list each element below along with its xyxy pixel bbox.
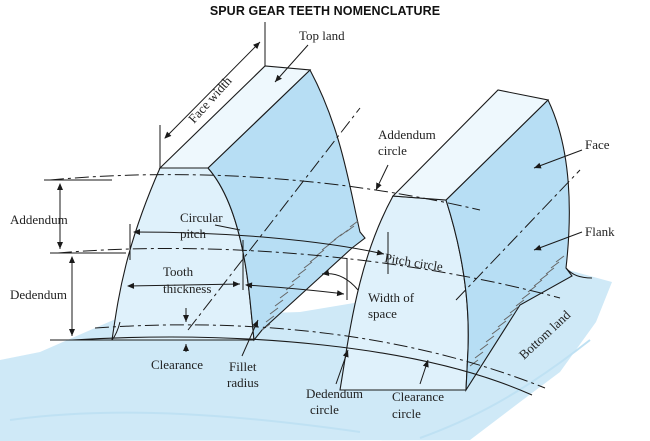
right-tooth-axis (455, 169, 581, 301)
face-width-dimension (159, 22, 266, 168)
right-tooth-root-curve (565, 267, 593, 279)
left-tooth-fillet (111, 321, 121, 341)
label-circular-pitch-1: Circular (180, 210, 223, 225)
label-dedendum-circle-1: Dedendum (306, 386, 363, 401)
label-addendum: Addendum (10, 212, 68, 227)
circular-pitch-leader (214, 224, 241, 231)
dedendum-circle-leader (335, 349, 349, 385)
diagram-title: SPUR GEAR TEETH NOMENCLATURE (209, 4, 441, 18)
fillet-radius-leader (241, 319, 259, 357)
label-width-of-space-1: Width of (368, 290, 415, 305)
label-face: Face (585, 137, 610, 152)
base-ripple-2 (419, 339, 591, 439)
label-dedendum-circle-2: circle (310, 402, 339, 417)
label-addendum-circle-1: Addendum (378, 127, 436, 142)
left-tooth-axis (187, 107, 361, 331)
label-dedendum: Dedendum (10, 287, 67, 302)
label-clearance-circle-2: circle (392, 406, 421, 421)
face-leader (533, 149, 583, 169)
top-land-leader (274, 44, 309, 83)
width-space-leader (321, 270, 359, 291)
label-tooth-thickness-2: thickness (163, 281, 211, 296)
label-fillet-radius-2: radius (227, 375, 259, 390)
dedendum-circle-line (71, 336, 533, 396)
pitch-circle-line (57, 247, 561, 299)
addendum-circle-line (49, 174, 481, 211)
clearance-circle-leader (419, 359, 429, 385)
label-circular-pitch-2: pitch (180, 226, 206, 241)
label-tooth-thickness-1: Tooth (163, 264, 194, 279)
pitch-dimensions (127, 224, 389, 300)
label-flank: Flank (585, 224, 615, 239)
leader-arrows (183, 44, 583, 385)
addendum-circle-leader (375, 164, 389, 191)
label-clearance-circle-1: Clearance (392, 389, 444, 404)
addendum-dedendum-dimension (44, 179, 126, 341)
label-addendum-circle-2: circle (378, 143, 407, 158)
clearance-circle-line (94, 324, 546, 389)
label-clearance: Clearance (151, 357, 203, 372)
base-ripple-1 (9, 411, 361, 433)
label-width-of-space-2: space (368, 306, 397, 321)
flank-leader (533, 231, 583, 251)
label-top-land: Top land (299, 28, 345, 43)
label-fillet-radius-1: Fillet (229, 359, 257, 374)
